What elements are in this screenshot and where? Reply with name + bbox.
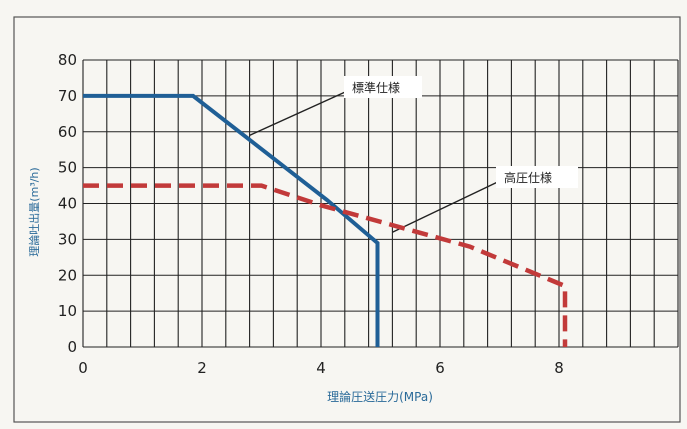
y-tick-label: 70 <box>58 87 77 105</box>
x-tick-label: 4 <box>316 359 326 377</box>
grid <box>82 59 679 348</box>
annotation-label: 高圧仕様 <box>504 170 552 185</box>
series-group <box>83 93 568 347</box>
series-line-2 <box>83 183 568 347</box>
x-tick-label: 2 <box>197 359 207 377</box>
chart-border <box>13 16 681 423</box>
x-axis-label: 理論圧送圧力(MPa) <box>327 389 433 404</box>
y-tick-label: 80 <box>58 51 77 69</box>
y-tick-label: 30 <box>58 230 77 248</box>
annotation-box <box>344 76 422 98</box>
y-tick-label: 10 <box>58 302 77 320</box>
y-tick-label: 40 <box>58 195 77 213</box>
y-axis-label: 理論吐出量(m³/h) <box>27 167 41 256</box>
leader-line <box>392 177 507 233</box>
x-tick-label: 6 <box>435 359 445 377</box>
annotation-label: 標準仕様 <box>352 80 400 95</box>
series-line-1 <box>83 93 380 347</box>
leader-line <box>249 87 355 136</box>
y-tick-label: 60 <box>58 123 77 141</box>
y-tick-label: 20 <box>58 266 77 284</box>
annotation-leaders <box>249 87 507 233</box>
y-tick-label: 0 <box>67 338 77 356</box>
x-tick-label: 8 <box>554 359 564 377</box>
annotation-box <box>496 166 578 188</box>
x-tick-label: 0 <box>78 359 88 377</box>
y-tick-label: 50 <box>58 159 77 177</box>
tick-labels: 0 10 20 30 40 50 60 70 80 0 2 4 6 8 <box>58 51 564 377</box>
